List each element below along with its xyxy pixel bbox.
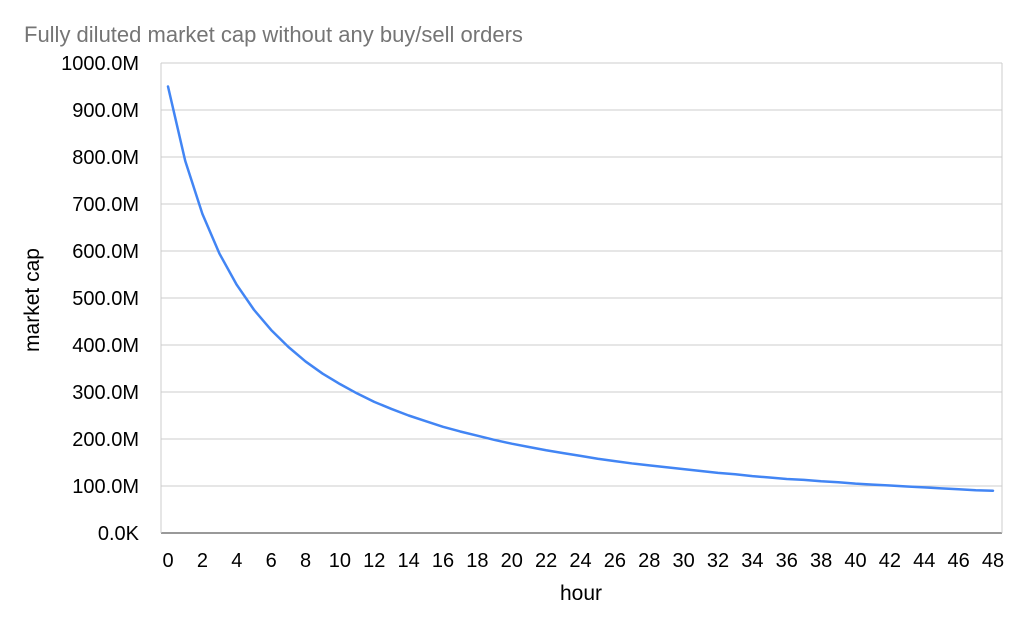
- x-tick-label: 38: [810, 550, 832, 572]
- data-point: [665, 466, 667, 468]
- data-point: [219, 253, 221, 255]
- x-tick-label: 6: [266, 550, 277, 572]
- x-tick-label: 36: [776, 550, 798, 572]
- x-tick-label: 46: [948, 550, 970, 572]
- x-tick-label: 12: [363, 550, 385, 572]
- y-tick-label: 200.0M: [72, 429, 139, 451]
- data-point: [820, 480, 822, 482]
- y-tick-label: 600.0M: [72, 241, 139, 263]
- data-point: [906, 485, 908, 487]
- data-point: [631, 462, 633, 464]
- data-point: [786, 478, 788, 480]
- data-point: [270, 329, 272, 331]
- x-tick-label: 24: [569, 550, 591, 572]
- data-point: [545, 449, 547, 451]
- x-tick-label: 48: [982, 550, 1004, 572]
- x-tick-label: 44: [913, 550, 935, 572]
- data-point: [992, 490, 994, 492]
- data-point: [494, 439, 496, 441]
- x-tick-label: 30: [673, 550, 695, 572]
- series-layer: [166, 85, 995, 492]
- data-point: [855, 483, 857, 485]
- data-point: [614, 460, 616, 462]
- data-point: [201, 213, 203, 215]
- chart-title: Fully diluted market cap without any buy…: [24, 22, 523, 47]
- data-point: [322, 373, 324, 375]
- x-tick-label: 4: [231, 550, 242, 572]
- x-axis-ticks: 0 2 4 6 8 10 12 14 16 18 20 22 24 26 28 30 32 34 36 38 40 42 4…: [162, 550, 1004, 572]
- data-point: [597, 458, 599, 460]
- x-tick-label: 20: [501, 550, 523, 572]
- data-point: [528, 446, 530, 448]
- data-point: [511, 443, 513, 445]
- data-point: [648, 464, 650, 466]
- data-point: [287, 346, 289, 348]
- data-point: [476, 435, 478, 437]
- series-line: [166, 85, 995, 492]
- data-point: [425, 420, 427, 422]
- y-tick-label: 800.0M: [72, 147, 139, 169]
- data-point: [958, 488, 960, 490]
- x-tick-label: 42: [879, 550, 901, 572]
- data-point: [700, 470, 702, 472]
- data-point: [975, 489, 977, 491]
- data-point: [872, 484, 874, 486]
- data-point: [923, 486, 925, 488]
- data-point: [408, 415, 410, 417]
- data-point: [889, 485, 891, 487]
- data-point: [751, 475, 753, 477]
- y-tick-label: 900.0M: [72, 100, 139, 122]
- data-point: [390, 408, 392, 410]
- y-tick-label: 0.0K: [98, 523, 140, 545]
- y-tick-label: 1000.0M: [61, 53, 139, 75]
- data-point: [683, 468, 685, 470]
- x-tick-label: 0: [162, 550, 173, 572]
- data-point: [236, 284, 238, 286]
- x-tick-label: 34: [741, 550, 763, 572]
- x-tick-label: 8: [300, 550, 311, 572]
- data-point: [184, 160, 186, 162]
- data-point: [305, 360, 307, 362]
- data-point: [734, 473, 736, 475]
- x-axis-title: hour: [560, 582, 602, 605]
- x-tick-label: 16: [432, 550, 454, 572]
- data-point: [580, 455, 582, 457]
- data-point: [339, 383, 341, 385]
- y-tick-label: 700.0M: [72, 194, 139, 216]
- data-point: [769, 477, 771, 479]
- y-axis-ticks: 0.0K 100.0M 200.0M 300.0M 400.0M 500.0M 600.0M…: [61, 53, 139, 545]
- x-tick-label: 26: [604, 550, 626, 572]
- data-point: [459, 430, 461, 432]
- x-tick-label: 14: [398, 550, 420, 572]
- data-point: [940, 487, 942, 489]
- data-point: [442, 426, 444, 428]
- y-tick-label: 400.0M: [72, 335, 139, 357]
- data-point: [717, 472, 719, 474]
- data-point: [373, 401, 375, 403]
- data-point: [356, 392, 358, 394]
- y-tick-label: 300.0M: [72, 382, 139, 404]
- x-tick-label: 2: [197, 550, 208, 572]
- data-point: [803, 479, 805, 481]
- x-tick-label: 22: [535, 550, 557, 572]
- x-tick-label: 28: [638, 550, 660, 572]
- data-point: [253, 309, 255, 311]
- x-tick-label: 32: [707, 550, 729, 572]
- data-point: [562, 452, 564, 454]
- x-tick-label: 10: [329, 550, 351, 572]
- y-axis-title: market cap: [21, 248, 44, 352]
- y-tick-label: 100.0M: [72, 476, 139, 498]
- data-point: [167, 86, 169, 88]
- y-tick-label: 500.0M: [72, 288, 139, 310]
- x-tick-label: 40: [844, 550, 866, 572]
- x-tick-label: 18: [466, 550, 488, 572]
- data-point: [837, 481, 839, 483]
- gridlines: [160, 62, 1003, 534]
